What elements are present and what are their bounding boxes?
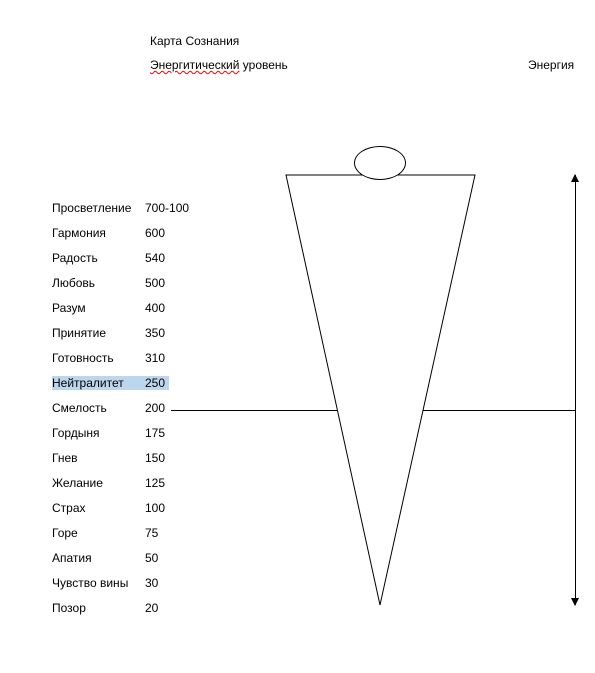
level-value: 700-100 xyxy=(145,201,189,215)
level-row: Принятие350 xyxy=(52,326,165,340)
level-value: 100 xyxy=(145,501,165,515)
level-value: 50 xyxy=(145,551,158,565)
level-row: Готовность310 xyxy=(52,351,165,365)
level-label: Смелость xyxy=(52,401,145,415)
level-row: Апатия50 xyxy=(52,551,158,565)
level-value: 500 xyxy=(145,276,165,290)
level-value: 600 xyxy=(145,226,165,240)
level-label: Чувство вины xyxy=(52,576,145,590)
level-label: Апатия xyxy=(52,551,145,565)
level-value: 20 xyxy=(145,601,158,615)
level-value: 200 xyxy=(145,401,165,415)
arrow-down-icon xyxy=(571,598,579,606)
level-value: 350 xyxy=(145,326,165,340)
level-value: 125 xyxy=(145,476,165,490)
level-row: Просветление700-100 xyxy=(52,201,189,215)
level-row: Гнев150 xyxy=(52,451,165,465)
level-value: 400 xyxy=(145,301,165,315)
level-value: 75 xyxy=(145,526,158,540)
level-row: Горе75 xyxy=(52,526,158,540)
level-label: Нейтралитет xyxy=(52,376,145,390)
level-row: Гордыня175 xyxy=(52,426,165,440)
title: Карта Сознания xyxy=(150,34,239,48)
right-header-label: Энергия xyxy=(528,58,574,72)
arrow-up-icon xyxy=(571,174,579,182)
oval-head xyxy=(354,146,406,180)
level-label: Горе xyxy=(52,526,145,540)
level-value: 540 xyxy=(145,251,165,265)
level-row: Нейтралитет250 xyxy=(52,376,169,390)
midline-right xyxy=(423,410,575,411)
level-label: Любовь xyxy=(52,276,145,290)
midline-left xyxy=(171,410,337,411)
subtitle-word-misspelled: Энергитический xyxy=(150,58,239,72)
energy-arrow-line xyxy=(575,175,576,605)
level-value: 150 xyxy=(145,451,165,465)
subtitle-word-plain: уровень xyxy=(239,58,287,72)
cone-shape xyxy=(286,175,475,605)
level-row: Смелость200 xyxy=(52,401,165,415)
level-label: Разум xyxy=(52,301,145,315)
level-value: 250 xyxy=(145,376,165,390)
level-label: Просветление xyxy=(52,201,145,215)
level-value: 310 xyxy=(145,351,165,365)
level-label: Гордыня xyxy=(52,426,145,440)
level-label: Радость xyxy=(52,251,145,265)
level-row: Радость540 xyxy=(52,251,165,265)
level-label: Гармония xyxy=(52,226,145,240)
level-row: Чувство вины30 xyxy=(52,576,158,590)
level-value: 175 xyxy=(145,426,165,440)
level-row: Страх100 xyxy=(52,501,165,515)
level-label: Желание xyxy=(52,476,145,490)
level-label: Готовность xyxy=(52,351,145,365)
level-row: Разум400 xyxy=(52,301,165,315)
level-row: Желание125 xyxy=(52,476,165,490)
level-label: Гнев xyxy=(52,451,145,465)
level-label: Позор xyxy=(52,601,145,615)
level-label: Страх xyxy=(52,501,145,515)
level-row: Гармония600 xyxy=(52,226,165,240)
level-value: 30 xyxy=(145,576,158,590)
subtitle: Энергитический уровень xyxy=(150,58,288,72)
level-row: Любовь500 xyxy=(52,276,165,290)
level-row: Позор20 xyxy=(52,601,158,615)
level-label: Принятие xyxy=(52,326,145,340)
